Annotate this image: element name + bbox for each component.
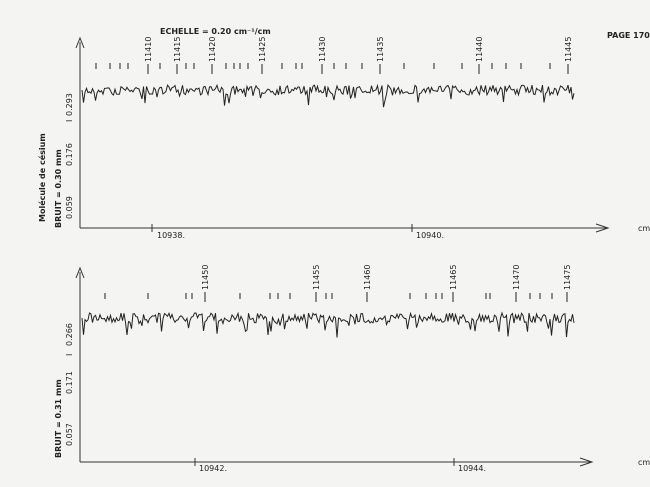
intensity-level: 0.266 xyxy=(65,323,74,346)
intensity-level: 0.176 xyxy=(65,143,74,166)
line-label: 11465 xyxy=(449,265,458,290)
line-label: 11460 xyxy=(363,265,372,290)
noise-label: BRUIT = 0.30 mm xyxy=(54,149,63,228)
line-label: 11470 xyxy=(512,265,521,290)
line-label: 11415 xyxy=(173,37,182,62)
scale-label: ECHELLE = 0.20 cm⁻¹/cm xyxy=(160,27,271,36)
y-axis xyxy=(75,266,85,462)
x-axis xyxy=(80,457,594,467)
intensity-level: 0.057 xyxy=(65,423,74,446)
line-label: 11420 xyxy=(208,37,217,62)
intensity-symbol: I xyxy=(65,120,74,122)
unit-label: cm xyxy=(638,458,650,467)
line-label: 11450 xyxy=(201,265,210,290)
unit-label: cm xyxy=(638,224,650,233)
wavenumber-label: 10942. xyxy=(199,464,227,473)
line-label: 11425 xyxy=(258,37,267,62)
line-label: 11455 xyxy=(312,265,321,290)
spectrum-trace xyxy=(81,311,575,338)
intensity-symbol: I xyxy=(65,354,74,356)
intensity-level: 0.293 xyxy=(65,93,74,116)
page-number: PAGE 170 xyxy=(607,31,650,40)
line-label: 11430 xyxy=(318,37,327,62)
line-label: 11435 xyxy=(376,37,385,62)
spectrum-trace xyxy=(81,83,575,108)
wavenumber-label: 10938. xyxy=(157,231,185,240)
intensity-level: 0.171 xyxy=(65,371,74,394)
molecule-label: Molécule de césium xyxy=(37,133,47,222)
line-label: 11440 xyxy=(475,37,484,62)
y-axis xyxy=(75,36,85,228)
wavenumber-label: 10940. xyxy=(416,231,444,240)
x-axis xyxy=(80,223,610,233)
line-label: 11410 xyxy=(144,37,153,62)
line-label: 11475 xyxy=(563,265,572,290)
wavenumber-label: 10944. xyxy=(458,464,486,473)
line-label: 11445 xyxy=(564,37,573,62)
noise-label: BRUIT = 0.31 mm xyxy=(54,379,63,458)
intensity-level: 0.059 xyxy=(65,196,74,219)
